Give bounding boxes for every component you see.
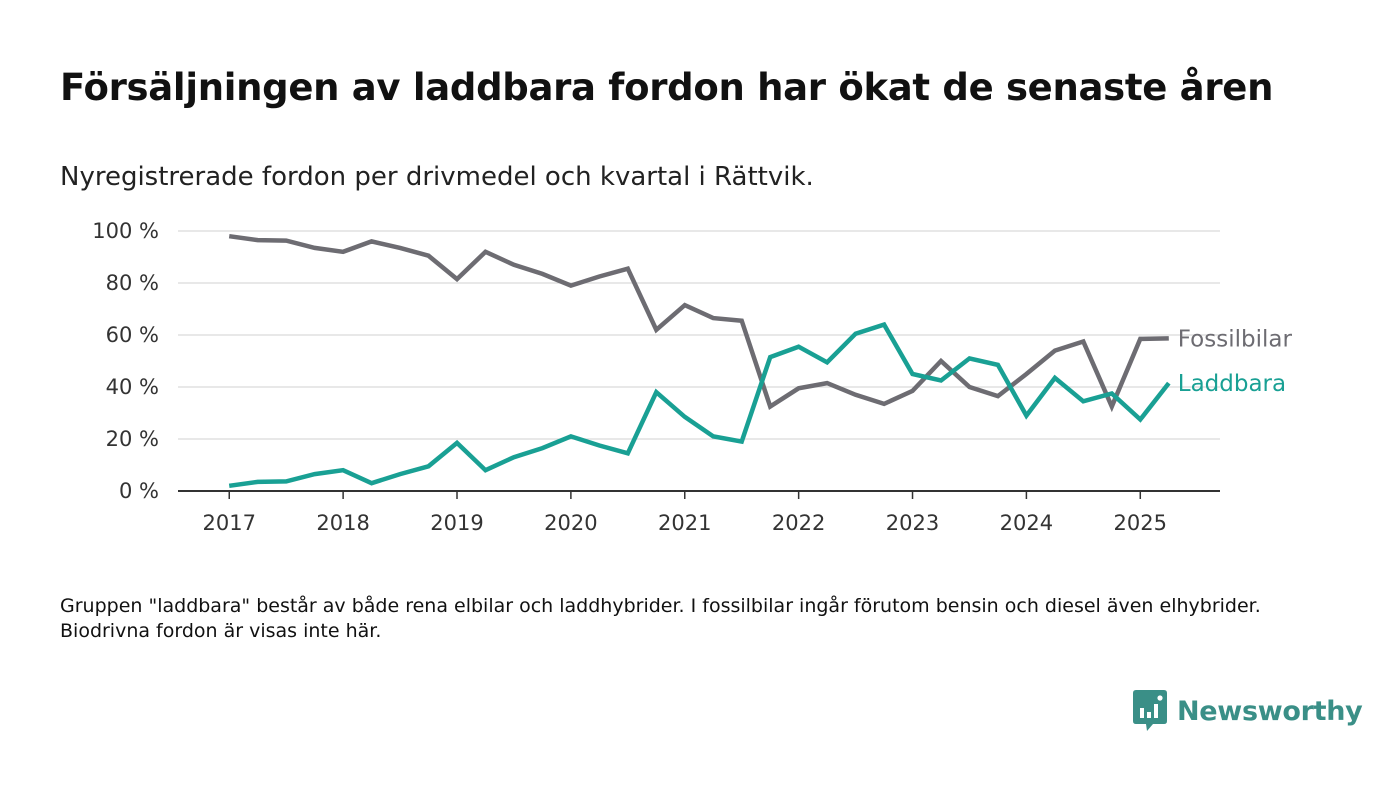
- series-label-laddbara: Laddbara: [1178, 371, 1286, 397]
- x-tick-label: 2018: [316, 511, 369, 535]
- brand-name: Newsworthy: [1177, 695, 1363, 727]
- line-chart: 0 % 20 % 40 % 60 % 80 % 100 % 2017 2018 2019 202…: [92, 219, 1293, 535]
- x-tick-label: 2023: [886, 511, 939, 535]
- series-line-laddbara: [228, 321, 1171, 489]
- y-tick-label: 20 %: [106, 427, 159, 451]
- y-tick-label: 0 %: [119, 479, 159, 503]
- x-tick-label: 2019: [430, 511, 483, 535]
- y-tick-label: 100 %: [92, 219, 159, 243]
- y-tick-label: 80 %: [106, 271, 159, 295]
- series-lines: [228, 233, 1171, 489]
- series-label-fossilbilar: Fossilbilar: [1178, 326, 1293, 352]
- series-labels: Fossilbilar Laddbara: [1178, 326, 1293, 397]
- x-axis: 2017 2018 2019 2020 2021 2022 2023 2024 2025: [178, 490, 1220, 535]
- x-tick-label: 2020: [544, 511, 597, 535]
- footnote: Gruppen "laddbara" består av både rena e…: [60, 595, 1261, 642]
- x-tick-label: 2025: [1114, 511, 1167, 535]
- y-gridlines: [178, 230, 1220, 440]
- y-axis-ticks: 0 % 20 % 40 % 60 % 80 % 100 %: [92, 219, 159, 503]
- x-tick-label: 2021: [658, 511, 711, 535]
- x-tick-label: 2024: [1000, 511, 1053, 535]
- series-line-fossilbilar: [228, 233, 1169, 413]
- y-tick-label: 40 %: [106, 375, 159, 399]
- x-tick-label: 2017: [203, 511, 256, 535]
- y-tick-label: 60 %: [106, 323, 159, 347]
- newsworthy-logo[interactable]: Newsworthy: [1133, 690, 1363, 732]
- chart-subtitle: Nyregistrerade fordon per drivmedel och …: [60, 162, 814, 192]
- chart-title: Försäljningen av laddbara fordon har öka…: [60, 66, 1274, 109]
- x-tick-label: 2022: [772, 511, 825, 535]
- newsworthy-logo-icon: [1133, 690, 1167, 731]
